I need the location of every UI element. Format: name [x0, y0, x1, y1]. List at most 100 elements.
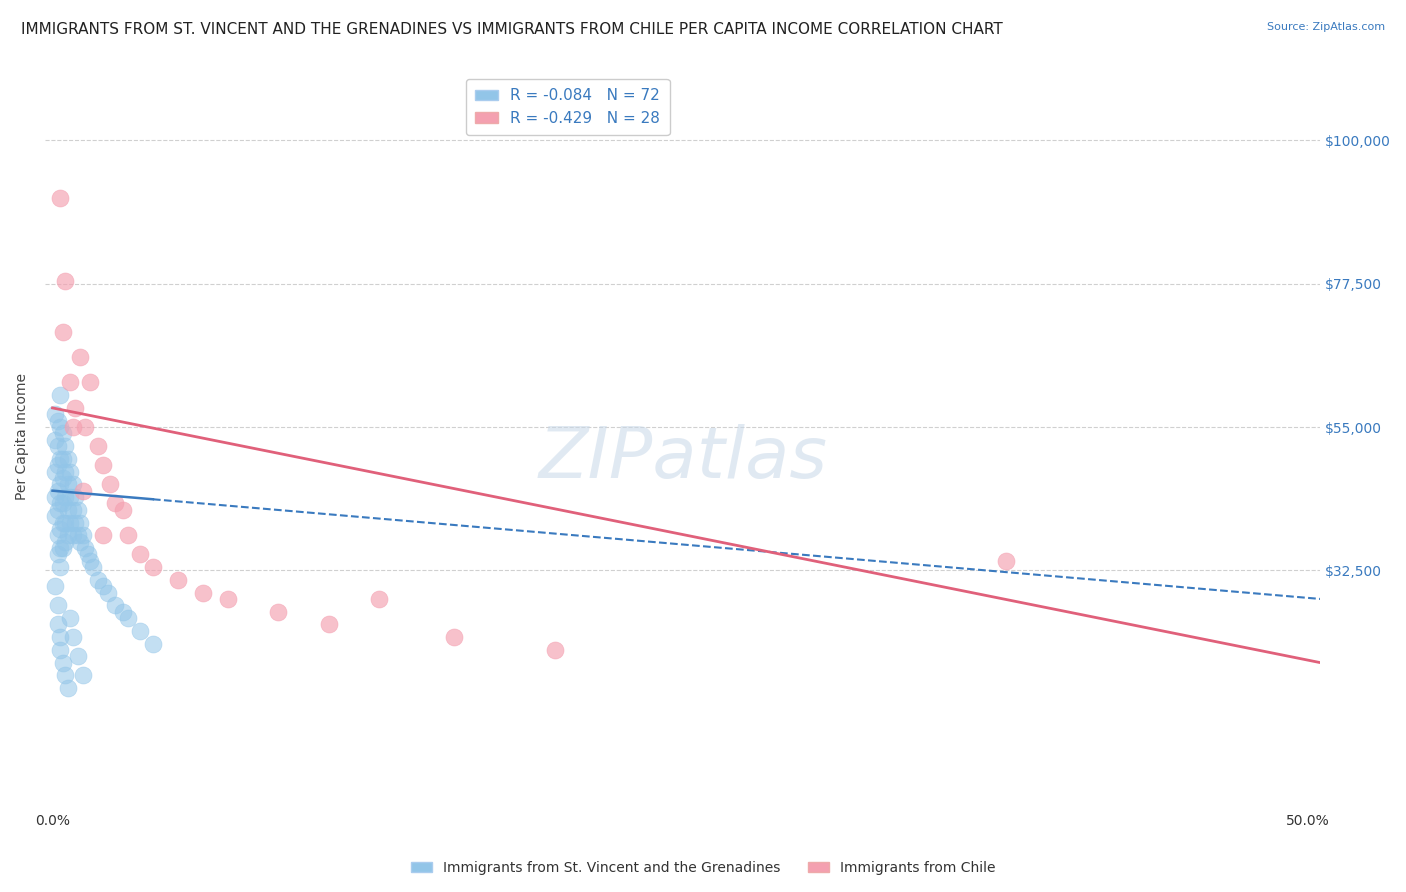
- Point: [46, 599, 69, 613]
- Point: [86, 439, 108, 453]
- Point: [69, 516, 91, 530]
- Point: [66, 649, 89, 664]
- Point: [318, 617, 340, 632]
- Point: [191, 585, 214, 599]
- Point: [51, 656, 73, 670]
- Point: [46, 547, 69, 561]
- Point: [91, 579, 114, 593]
- Point: [72, 483, 94, 498]
- Point: [49, 420, 72, 434]
- Point: [53, 668, 76, 682]
- Point: [63, 401, 86, 415]
- Text: IMMIGRANTS FROM ST. VINCENT AND THE GRENADINES VS IMMIGRANTS FROM CHILE PER CAPI: IMMIGRANTS FROM ST. VINCENT AND THE GREN…: [21, 22, 1002, 37]
- Point: [51, 426, 73, 441]
- Point: [46, 503, 69, 517]
- Y-axis label: Per Capita Income: Per Capita Income: [15, 373, 30, 500]
- Point: [167, 573, 190, 587]
- Point: [53, 490, 76, 504]
- Point: [51, 471, 73, 485]
- Point: [62, 630, 84, 644]
- Point: [56, 477, 79, 491]
- Point: [53, 274, 76, 288]
- Legend: Immigrants from St. Vincent and the Grenadines, Immigrants from Chile: Immigrants from St. Vincent and the Gren…: [405, 855, 1001, 880]
- Point: [443, 630, 465, 644]
- Point: [62, 420, 84, 434]
- Point: [51, 451, 73, 466]
- Point: [49, 630, 72, 644]
- Point: [86, 573, 108, 587]
- Point: [62, 528, 84, 542]
- Point: [111, 503, 134, 517]
- Point: [82, 560, 104, 574]
- Point: [56, 503, 79, 517]
- Point: [53, 439, 76, 453]
- Point: [46, 439, 69, 453]
- Point: [46, 528, 69, 542]
- Point: [56, 451, 79, 466]
- Point: [69, 350, 91, 364]
- Point: [75, 541, 97, 555]
- Point: [79, 554, 101, 568]
- Point: [69, 534, 91, 549]
- Point: [51, 541, 73, 555]
- Point: [217, 591, 239, 606]
- Point: [59, 516, 82, 530]
- Point: [72, 528, 94, 542]
- Point: [53, 465, 76, 479]
- Point: [51, 516, 73, 530]
- Point: [111, 605, 134, 619]
- Point: [129, 624, 152, 638]
- Point: [104, 496, 127, 510]
- Point: [66, 503, 89, 517]
- Point: [129, 547, 152, 561]
- Point: [66, 528, 89, 542]
- Point: [53, 516, 76, 530]
- Point: [91, 528, 114, 542]
- Point: [49, 541, 72, 555]
- Point: [44, 490, 66, 504]
- Point: [56, 528, 79, 542]
- Point: [49, 388, 72, 402]
- Point: [75, 420, 97, 434]
- Point: [72, 668, 94, 682]
- Point: [79, 376, 101, 390]
- Point: [56, 681, 79, 695]
- Point: [44, 465, 66, 479]
- Point: [49, 191, 72, 205]
- Point: [76, 547, 98, 561]
- Point: [49, 451, 72, 466]
- Point: [53, 534, 76, 549]
- Point: [44, 433, 66, 447]
- Point: [62, 477, 84, 491]
- Point: [267, 605, 290, 619]
- Point: [367, 591, 389, 606]
- Point: [117, 611, 139, 625]
- Legend: R = -0.084   N = 72, R = -0.429   N = 28: R = -0.084 N = 72, R = -0.429 N = 28: [467, 79, 669, 135]
- Point: [49, 643, 72, 657]
- Point: [63, 516, 86, 530]
- Point: [44, 579, 66, 593]
- Point: [62, 503, 84, 517]
- Point: [49, 477, 72, 491]
- Point: [51, 325, 73, 339]
- Point: [49, 560, 72, 574]
- Point: [51, 496, 73, 510]
- Point: [46, 458, 69, 473]
- Text: ZIPatlas: ZIPatlas: [538, 425, 827, 493]
- Point: [59, 465, 82, 479]
- Point: [97, 585, 120, 599]
- Point: [104, 599, 127, 613]
- Point: [995, 554, 1018, 568]
- Point: [46, 617, 69, 632]
- Point: [46, 414, 69, 428]
- Point: [46, 483, 69, 498]
- Point: [44, 407, 66, 421]
- Point: [59, 490, 82, 504]
- Point: [91, 458, 114, 473]
- Point: [49, 522, 72, 536]
- Point: [44, 509, 66, 524]
- Point: [142, 560, 165, 574]
- Point: [142, 636, 165, 650]
- Point: [49, 496, 72, 510]
- Point: [117, 528, 139, 542]
